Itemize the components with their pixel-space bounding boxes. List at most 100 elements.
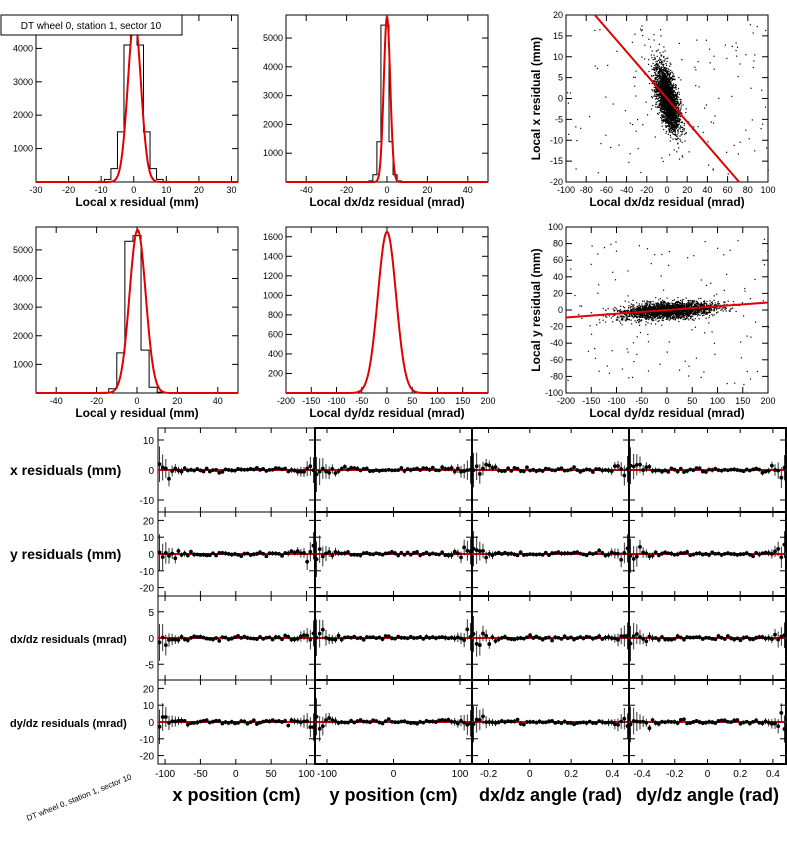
scatter-point	[716, 312, 717, 313]
scatter-point	[657, 65, 658, 66]
scatter-point	[646, 316, 647, 317]
scatter-point	[664, 85, 665, 86]
scatter-point	[664, 68, 665, 69]
scatter-point	[740, 341, 741, 342]
scatter-point	[674, 126, 675, 127]
scatter-point	[682, 127, 683, 128]
x-tick-label: 80	[743, 185, 753, 195]
scatter-point	[616, 51, 617, 52]
scatter-point	[719, 303, 720, 304]
x-tick-label: -100	[327, 396, 345, 406]
scatter-point	[668, 115, 669, 116]
scatter-point	[655, 104, 656, 105]
scatter-point	[655, 77, 656, 78]
x-axis-label: Local dy/dz residual (mrad)	[589, 406, 744, 420]
scatter-point	[679, 139, 680, 140]
scatter-point	[729, 250, 730, 251]
scatter-point	[614, 307, 615, 308]
scatter-point	[671, 126, 672, 127]
scatter-point	[667, 115, 668, 116]
scatter-point	[599, 371, 600, 372]
scatter-point	[622, 310, 623, 311]
scatter-point	[667, 90, 668, 91]
x-tick-label: -50	[635, 396, 648, 406]
scatter-point	[696, 301, 697, 302]
scatter-point	[717, 248, 718, 249]
scatter-point	[711, 302, 712, 303]
scatter-point	[698, 298, 699, 299]
scatter-point	[667, 68, 668, 69]
x-tick-label: 0	[664, 185, 669, 195]
scatter-point	[636, 308, 637, 309]
y-tick-label: -15	[550, 156, 563, 166]
scatter-point	[659, 97, 660, 98]
scatter-point	[669, 84, 670, 85]
scatter-point	[661, 55, 662, 56]
panel-frame	[36, 227, 238, 393]
scatter-point	[737, 240, 738, 241]
scatter-point	[667, 352, 668, 353]
scatter-point	[648, 319, 649, 320]
scatter-point	[684, 317, 685, 318]
scatter-point	[669, 129, 670, 130]
scatter-point	[749, 138, 750, 139]
scatter-point	[726, 310, 727, 311]
scatter-point	[673, 319, 674, 320]
scatter-point	[710, 312, 711, 313]
scatter-point	[657, 316, 658, 317]
scatter-point	[714, 354, 715, 355]
scatter-point	[675, 134, 676, 135]
scatter-point	[665, 123, 666, 124]
scatter-point	[682, 316, 683, 317]
scatter-point	[631, 303, 632, 304]
y-tick-label: 2000	[13, 331, 33, 341]
scatter-point	[603, 308, 604, 309]
y-tick-label: 1200	[263, 271, 283, 281]
scatter-point	[670, 135, 671, 136]
scatter-point	[616, 308, 617, 309]
scatter-point	[651, 108, 652, 109]
scatter-point	[628, 305, 629, 306]
scatter-point	[691, 316, 692, 317]
scatter-point	[630, 306, 631, 307]
scatter-point	[711, 310, 712, 311]
scatter-point	[677, 99, 678, 100]
scatter-point	[635, 70, 636, 71]
scatter-point	[632, 300, 633, 301]
scatter-point	[652, 63, 653, 64]
scatter-point	[595, 65, 596, 66]
x-tick-label: 200	[760, 396, 775, 406]
x-tick-label: -40	[300, 185, 313, 195]
scatter-point	[656, 82, 657, 83]
scatter-point	[658, 107, 659, 108]
scatter-point	[738, 76, 739, 77]
scatter-point	[703, 310, 704, 311]
scatter-point	[661, 69, 662, 70]
scatter-point	[632, 377, 633, 378]
scatter-point	[660, 29, 661, 30]
scatter-point	[664, 92, 665, 93]
scatter-point	[671, 130, 672, 131]
scatter-point	[665, 125, 666, 126]
scatter-point	[661, 90, 662, 91]
scatter-point	[613, 308, 614, 309]
scatter-point	[659, 44, 660, 45]
scatter-point	[630, 153, 631, 154]
scatter-point	[711, 314, 712, 315]
scatter-point	[675, 95, 676, 96]
scatter-point	[687, 318, 688, 319]
scatter-point	[633, 306, 634, 307]
scatter-point	[679, 159, 680, 160]
scatter-point	[680, 302, 681, 303]
scatter-point	[633, 361, 634, 362]
x-tick-label: -20	[62, 185, 75, 195]
scatter-point	[653, 55, 654, 56]
scatter-point	[665, 133, 666, 134]
scatter-point	[718, 301, 719, 302]
scatter-point	[661, 84, 662, 85]
scatter-point	[666, 91, 667, 92]
gaussian-fit	[286, 232, 488, 393]
x-tick-label: 20	[194, 185, 204, 195]
